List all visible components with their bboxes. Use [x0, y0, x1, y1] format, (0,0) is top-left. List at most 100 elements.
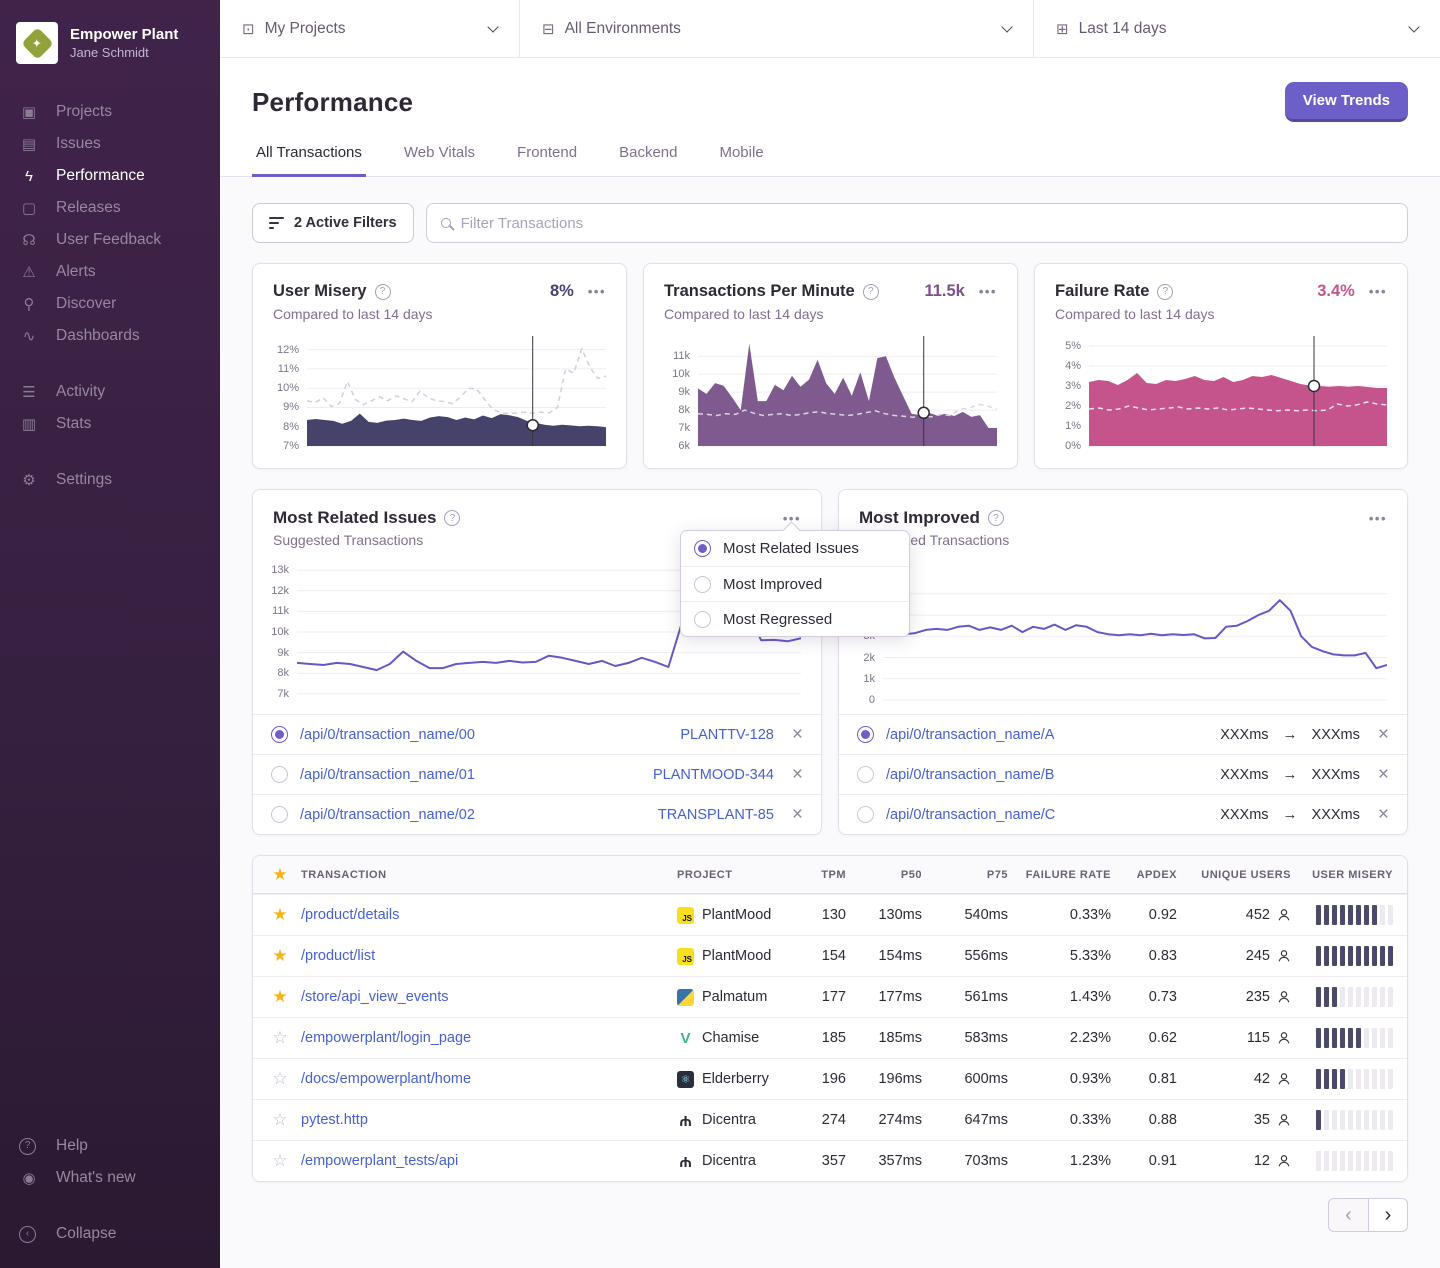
- most-improved-card: Most Improved ? ••• Suggested Transactio…: [838, 489, 1408, 835]
- duration-after: XXXms: [1311, 766, 1360, 783]
- platform-python-icon: [677, 988, 694, 1006]
- col-apdex: APDEX: [1136, 868, 1177, 881]
- issues-icon: ▤: [21, 136, 37, 153]
- y-axis-labels: 7k 8k 9k 10k 11k 12k 13k: [271, 564, 289, 700]
- next-page-button[interactable]: ›: [1368, 1198, 1408, 1232]
- sidebar-item-discover[interactable]: ⚲ Discover: [0, 288, 220, 320]
- global-selection-bar: ⊡ My Projects ⊟ All Environments ⊞ Last …: [220, 0, 1440, 58]
- sidebar-item-projects[interactable]: ▣ Projects: [0, 96, 220, 128]
- radio-button[interactable]: [271, 726, 288, 743]
- help-icon[interactable]: ?: [444, 510, 461, 526]
- widget-list-item: /api/0/transaction_name/02 TRANSPLANT-85…: [253, 794, 821, 834]
- close-icon[interactable]: ×: [1377, 764, 1389, 785]
- transaction-link[interactable]: /store/api_view_events: [301, 989, 449, 1005]
- radio-button[interactable]: [857, 726, 874, 743]
- close-icon[interactable]: ×: [791, 764, 803, 785]
- star-button[interactable]: ★: [272, 905, 288, 924]
- star-button[interactable]: ★: [272, 946, 288, 965]
- radio-button[interactable]: [271, 806, 288, 823]
- card-options-button[interactable]: •••: [1368, 510, 1387, 526]
- sidebar-item-settings[interactable]: ⚙ Settings: [0, 464, 220, 496]
- project-name: Dicentra: [702, 1153, 756, 1169]
- tab-bar: All Transactions Web Vitals Frontend Bac…: [220, 138, 1440, 177]
- transaction-link[interactable]: /docs/empowerplant/home: [301, 1071, 472, 1087]
- environment-selector[interactable]: ⊟ All Environments: [520, 0, 1034, 57]
- menu-item-most-regressed[interactable]: Most Regressed: [681, 601, 909, 636]
- radio-button[interactable]: [857, 806, 874, 823]
- col-tpm: TPM: [821, 868, 846, 881]
- radio-button: [694, 575, 711, 593]
- card-options-button[interactable]: •••: [978, 284, 997, 299]
- close-icon[interactable]: ×: [791, 804, 803, 825]
- tab-backend[interactable]: Backend: [619, 144, 678, 161]
- tab-web-vitals[interactable]: Web Vitals: [403, 144, 476, 161]
- issue-link[interactable]: TRANSPLANT-85: [657, 806, 774, 823]
- sidebar-item-help[interactable]: ? Help: [0, 1130, 220, 1162]
- card-options-button[interactable]: •••: [587, 284, 606, 299]
- transaction-link[interactable]: /api/0/transaction_name/02: [300, 806, 475, 823]
- help-icon[interactable]: ?: [862, 283, 879, 300]
- view-trends-button[interactable]: View Trends: [1284, 82, 1408, 122]
- help-icon[interactable]: ?: [1157, 283, 1174, 300]
- help-icon[interactable]: ?: [987, 510, 1004, 526]
- sidebar-item-user-feedback[interactable]: ☊ User Feedback: [0, 224, 220, 256]
- user-misery-chart[interactable]: [307, 334, 606, 452]
- sidebar-item-dashboards[interactable]: ∿ Dashboards: [0, 320, 220, 352]
- radio-button[interactable]: [271, 766, 288, 783]
- star-button[interactable]: ☆: [272, 1151, 288, 1170]
- sidebar-item-alerts[interactable]: ⚠ Alerts: [0, 256, 220, 288]
- stats-icon: ▥: [21, 416, 37, 433]
- star-button[interactable]: ☆: [272, 1069, 288, 1088]
- star-button[interactable]: ☆: [272, 1028, 288, 1047]
- transaction-link[interactable]: /api/0/transaction_name/01: [300, 766, 475, 783]
- releases-icon: ▢: [21, 200, 37, 217]
- sidebar-item-activity[interactable]: ☰ Activity: [0, 376, 220, 408]
- tab-frontend[interactable]: Frontend: [517, 144, 578, 161]
- project-selector[interactable]: ⊡ My Projects: [220, 0, 520, 57]
- project-name: Palmatum: [702, 989, 768, 1005]
- transaction-link[interactable]: /product/details: [301, 907, 400, 923]
- issue-link[interactable]: PLANTTV-128: [680, 726, 774, 743]
- sidebar-item-stats[interactable]: ▥ Stats: [0, 408, 220, 440]
- transactions-table: ★ TRANSACTION PROJECT TPM P50 P75 FAILUR…: [252, 855, 1408, 1182]
- transaction-link[interactable]: /api/0/transaction_name/C: [886, 806, 1056, 823]
- active-filters-button[interactable]: 2 Active Filters: [252, 203, 414, 243]
- sidebar-item-releases[interactable]: ▢ Releases: [0, 192, 220, 224]
- close-icon[interactable]: ×: [791, 724, 803, 745]
- menu-item-most-improved[interactable]: Most Improved: [681, 566, 909, 601]
- close-icon[interactable]: ×: [1377, 724, 1389, 745]
- card-options-button[interactable]: •••: [1368, 284, 1387, 299]
- tpm-chart[interactable]: [698, 334, 997, 452]
- card-options-button[interactable]: •••: [782, 510, 801, 526]
- tab-all-transactions[interactable]: All Transactions: [252, 138, 366, 177]
- widget-list-item: /api/0/transaction_name/C XXXms → XXXms …: [839, 794, 1407, 834]
- sidebar-item-collapse[interactable]: ‹ Collapse: [0, 1218, 220, 1250]
- transaction-link[interactable]: /api/0/transaction_name/A: [886, 726, 1055, 743]
- y-axis-labels: 0% 1% 2% 3% 4% 5%: [1065, 340, 1081, 452]
- transaction-link[interactable]: /empowerplant_tests/api: [301, 1153, 459, 1169]
- transaction-link[interactable]: /product/list: [301, 948, 376, 964]
- menu-item-most-related-issues[interactable]: Most Related Issues: [681, 531, 909, 566]
- table-row: ★ /product/details JS PlantMood 130 130ms…: [253, 894, 1407, 935]
- date-range-selector[interactable]: ⊞ Last 14 days: [1034, 0, 1440, 57]
- sidebar-item-performance[interactable]: ϟ Performance: [0, 160, 220, 192]
- tab-mobile[interactable]: Mobile: [719, 144, 764, 161]
- sidebar-item-issues[interactable]: ▤ Issues: [0, 128, 220, 160]
- star-button[interactable]: ☆: [272, 1110, 288, 1129]
- close-icon[interactable]: ×: [1377, 804, 1389, 825]
- transaction-link[interactable]: /api/0/transaction_name/00: [300, 726, 475, 743]
- org-switcher[interactable]: ✦ Empower Plant Jane Schmidt: [0, 14, 220, 72]
- radio-button[interactable]: [857, 766, 874, 783]
- help-icon[interactable]: ?: [374, 283, 391, 300]
- most-improved-chart[interactable]: [883, 556, 1387, 706]
- failure-rate-chart[interactable]: [1089, 334, 1387, 452]
- star-button[interactable]: ★: [272, 987, 288, 1006]
- previous-page-button[interactable]: ‹: [1328, 1198, 1368, 1232]
- transaction-link[interactable]: /empowerplant/login_page: [301, 1030, 472, 1046]
- issue-link[interactable]: PLANTMOOD-344: [653, 766, 774, 783]
- transaction-link[interactable]: pytest.http: [301, 1112, 368, 1128]
- transaction-link[interactable]: /api/0/transaction_name/B: [886, 766, 1055, 783]
- sidebar-item-whats-new[interactable]: ◉ What's new: [0, 1162, 220, 1194]
- card-title: Most Improved: [859, 508, 980, 527]
- search-input[interactable]: [460, 214, 1393, 232]
